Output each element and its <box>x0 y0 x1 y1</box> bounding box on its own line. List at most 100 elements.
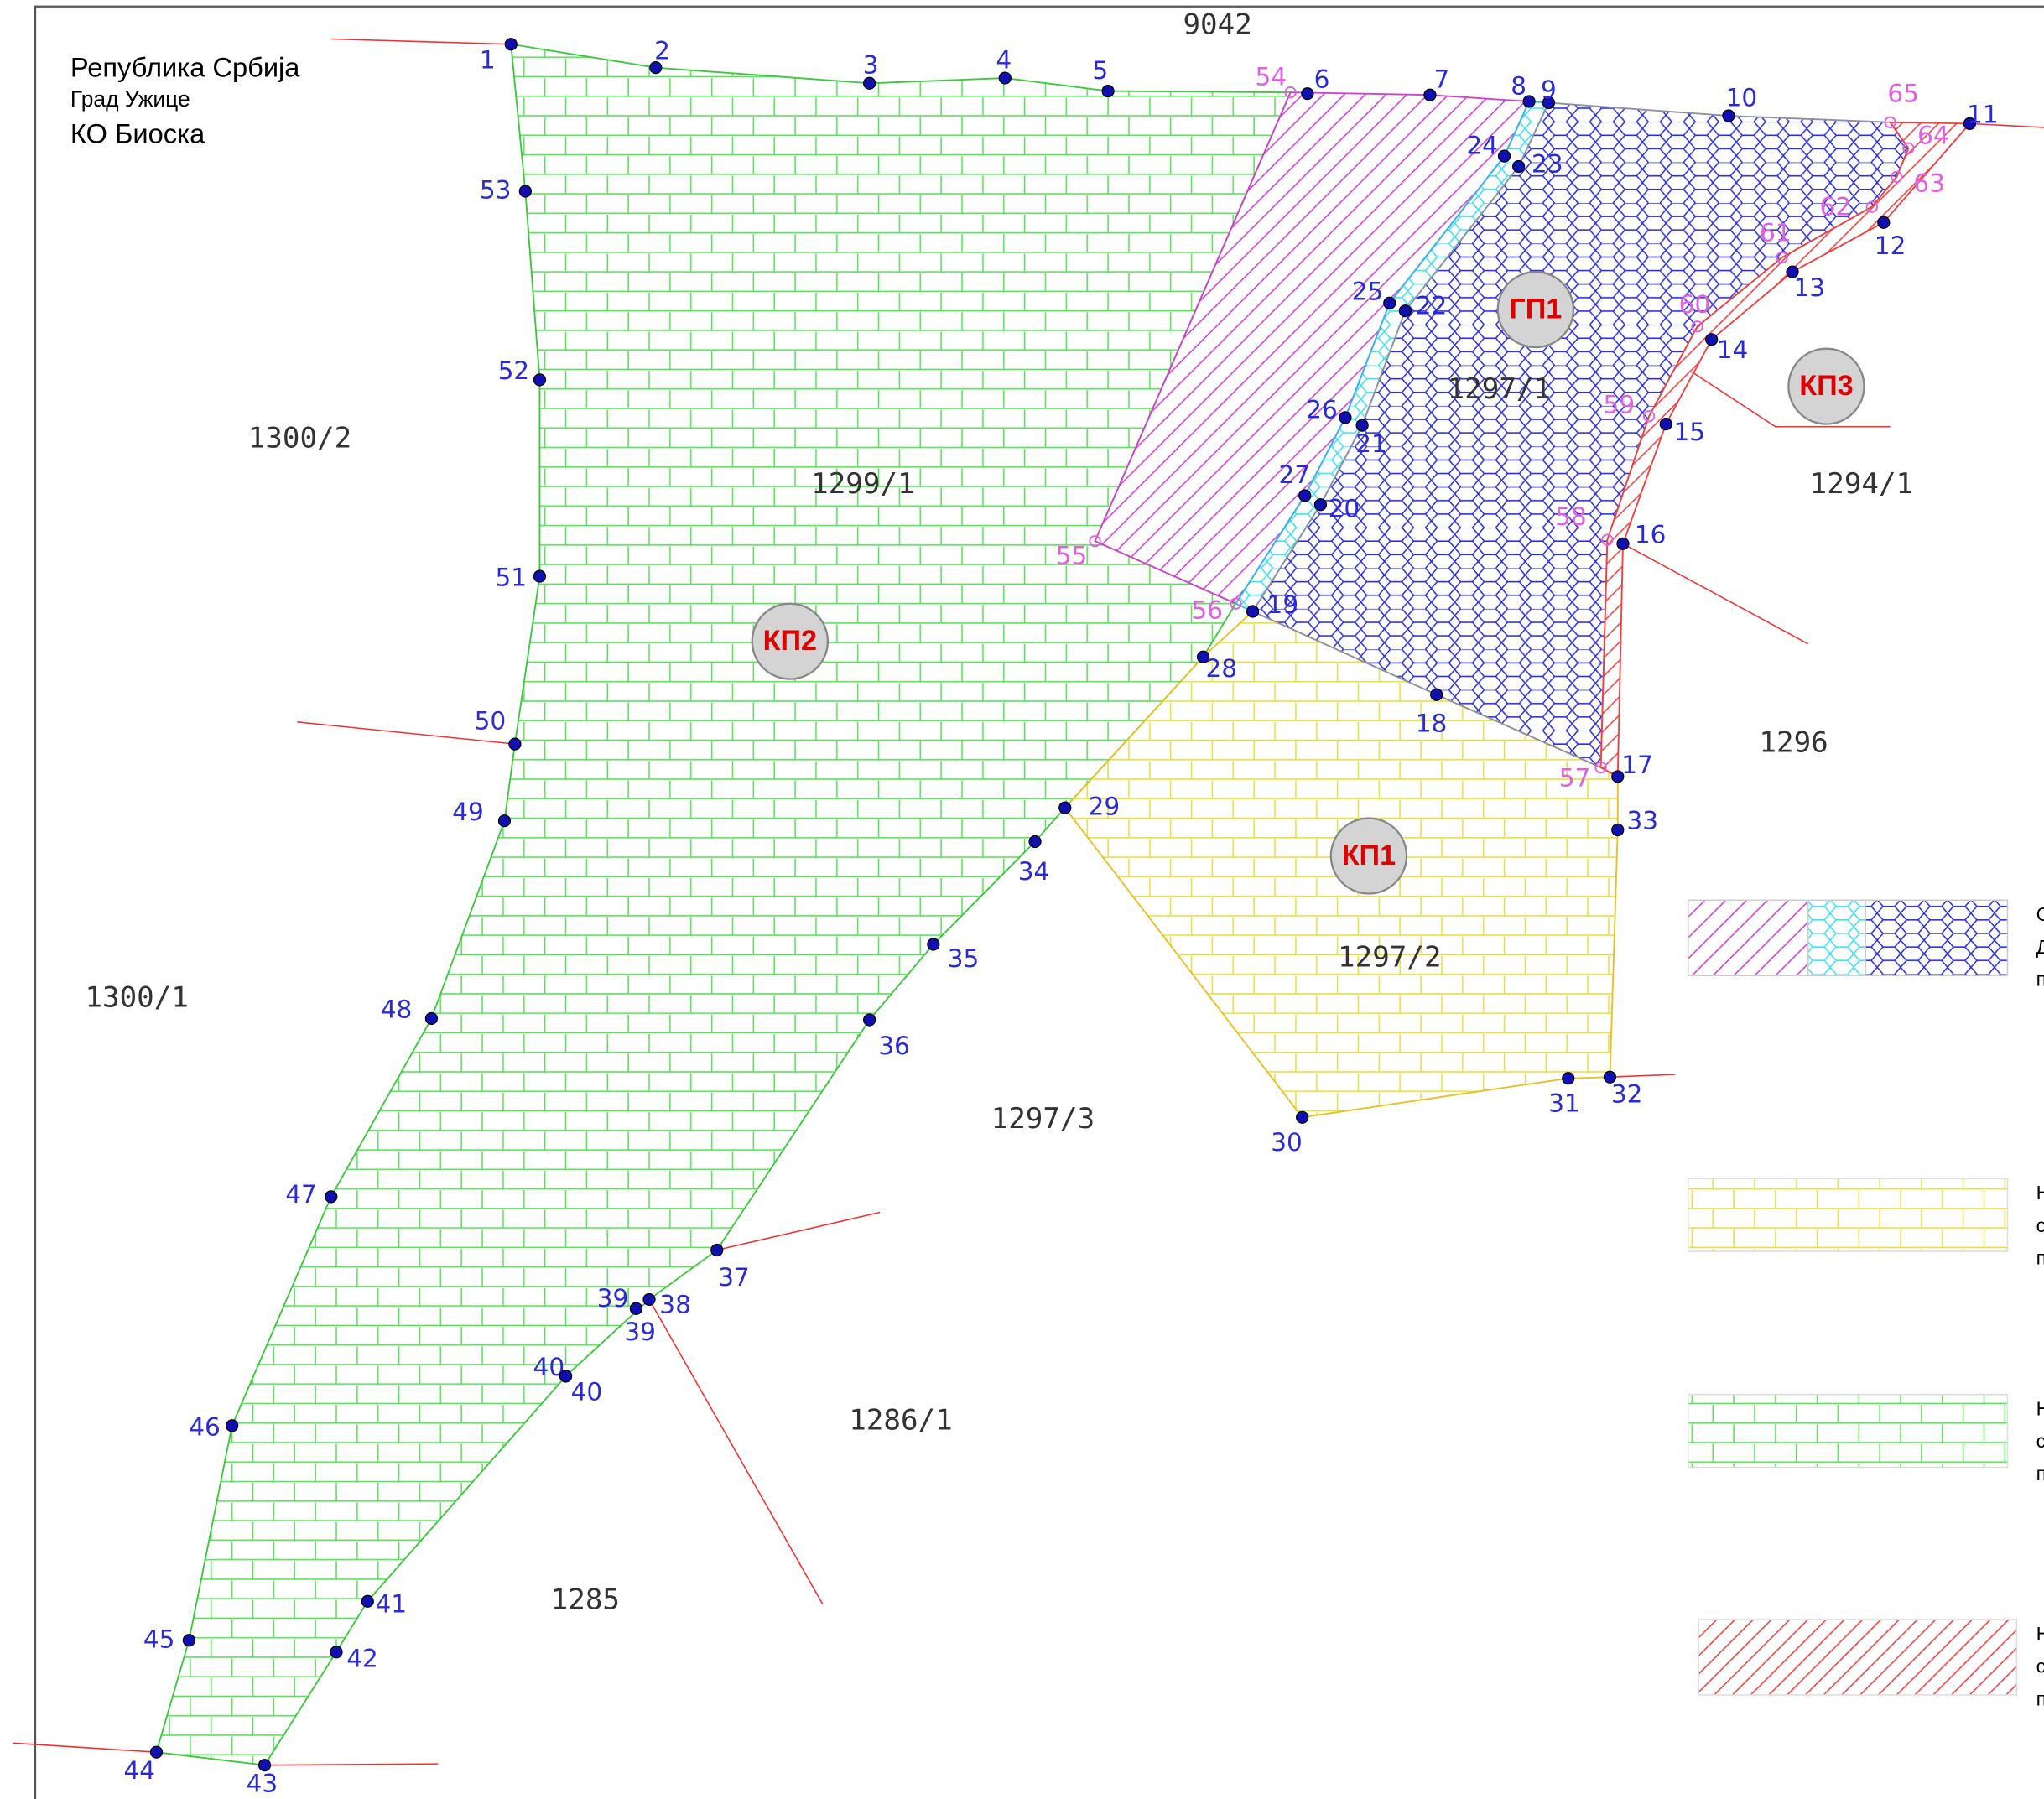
point-label: 63 <box>1913 169 1945 198</box>
parcel-label: 1296 <box>1759 726 1828 760</box>
survey-point <box>643 1293 655 1305</box>
legend-swatch <box>1688 900 1808 975</box>
survey-point <box>630 1302 642 1314</box>
point-label: 41 <box>375 1589 407 1618</box>
survey-point <box>1247 606 1259 617</box>
point-label: 61 <box>1760 219 1792 247</box>
survey-point <box>1399 305 1411 317</box>
point-label: 14 <box>1717 335 1749 364</box>
parcel-label: 9042 <box>1183 8 1251 42</box>
legend-swatch <box>1698 1620 2016 1695</box>
survey-point <box>1617 538 1629 549</box>
header-municipality: КО Биоска <box>70 118 205 149</box>
point-label: 65 <box>1887 80 1919 108</box>
survey-point <box>1513 161 1525 173</box>
survey-point <box>1297 1111 1308 1123</box>
point-label: 3 <box>863 51 879 80</box>
point-label: 40 <box>571 1378 603 1406</box>
point-label: 54 <box>1256 63 1287 91</box>
survey-point <box>1102 86 1114 97</box>
point-label: 55 <box>1056 541 1088 569</box>
point-label: 18 <box>1416 709 1448 737</box>
survey-point <box>425 1012 437 1024</box>
survey-point <box>1314 499 1326 511</box>
survey-point <box>519 185 531 197</box>
legend-text: п <box>2036 1463 2044 1484</box>
legend-swatch <box>1688 1178 2008 1251</box>
point-label: 20 <box>1329 495 1360 523</box>
survey-point <box>183 1635 195 1646</box>
legend-text: Д <box>2036 936 2044 958</box>
survey-point <box>1302 88 1313 100</box>
point-label: 26 <box>1306 396 1338 424</box>
point-label: 49 <box>452 798 484 826</box>
survey-point <box>928 938 939 950</box>
point-label: 36 <box>878 1032 910 1060</box>
zone-label: КП1 <box>1342 840 1396 871</box>
point-label: 47 <box>285 1180 317 1209</box>
survey-point <box>1299 490 1311 502</box>
header-country: Република Србија <box>70 52 300 83</box>
survey-point <box>1431 689 1443 700</box>
point-label: 27 <box>1279 460 1311 489</box>
parcel-label: 1294/1 <box>1810 467 1913 501</box>
point-label: 42 <box>346 1645 378 1673</box>
point-label: 58 <box>1555 502 1587 531</box>
legend-text: п <box>2036 1687 2044 1709</box>
survey-point <box>1339 412 1351 424</box>
parcel-label: 1286/1 <box>849 1404 952 1438</box>
zone-label: ГП1 <box>1509 294 1562 325</box>
point-label: 13 <box>1793 273 1825 302</box>
survey-point <box>1059 802 1071 814</box>
survey-point <box>560 1370 572 1382</box>
survey-point <box>1029 836 1041 848</box>
point-label: 56 <box>1191 595 1223 624</box>
survey-point <box>1706 334 1718 346</box>
header-city: Град Ужице <box>70 86 190 112</box>
point-label: 35 <box>948 944 980 973</box>
point-label: 46 <box>189 1412 221 1441</box>
point-label: 53 <box>480 176 512 205</box>
point-label: 31 <box>1548 1089 1580 1117</box>
survey-point <box>509 738 521 750</box>
point-label: 4 <box>996 45 1012 74</box>
survey-point <box>1612 824 1624 836</box>
survey-point <box>330 1646 342 1658</box>
point-label: 45 <box>143 1625 175 1653</box>
point-label: 24 <box>1466 132 1498 160</box>
zone-label: КП3 <box>1799 370 1853 402</box>
parcel-label: 1299/1 <box>811 467 914 501</box>
point-label: 6 <box>1314 65 1330 94</box>
parcel-label: 1297/2 <box>1338 941 1441 975</box>
survey-point <box>361 1595 373 1607</box>
point-label: 33 <box>1627 807 1659 835</box>
survey-point <box>226 1420 238 1432</box>
legend-text: п <box>2036 1247 2044 1269</box>
legend-text: С <box>2036 903 2044 925</box>
point-label: 34 <box>1018 857 1050 886</box>
point-label: 29 <box>1089 793 1121 821</box>
point-label: 19 <box>1267 590 1299 619</box>
survey-point <box>1563 1073 1574 1084</box>
survey-point <box>1384 297 1396 309</box>
map: Република Србија Град Ужице КО Биоска 12… <box>0 0 2044 1799</box>
survey-point <box>1499 150 1511 162</box>
point-label: 39 <box>624 1318 656 1346</box>
legend-text: с <box>2036 1214 2044 1236</box>
zone-label: КП2 <box>763 625 817 657</box>
point-label: 48 <box>381 996 413 1024</box>
point-label: 7 <box>1434 65 1450 94</box>
survey-point <box>864 1014 876 1026</box>
point-label: 5 <box>1092 56 1108 85</box>
legend-text: Н <box>2036 1182 2044 1204</box>
parcel-label: 1285 <box>551 1583 620 1617</box>
survey-point <box>1660 419 1672 430</box>
point-label: 64 <box>1917 121 1949 149</box>
page: {"header":{"country":"Република Србија",… <box>0 0 2044 1799</box>
point-label: 30 <box>1271 1128 1303 1157</box>
legend-text: с <box>2036 1430 2044 1452</box>
legend-text: с <box>2036 1656 2044 1677</box>
survey-point <box>505 39 517 50</box>
point-label: 10 <box>1726 83 1758 112</box>
point-label: 8 <box>1511 71 1526 100</box>
